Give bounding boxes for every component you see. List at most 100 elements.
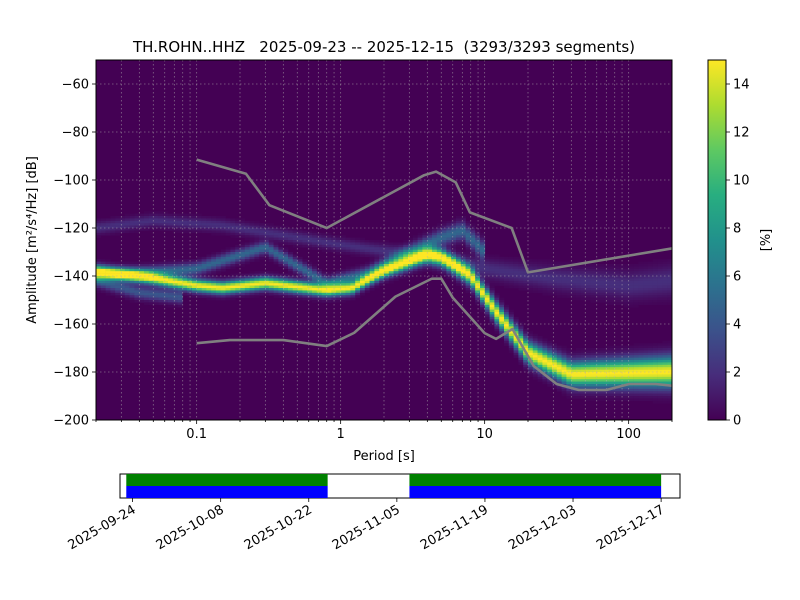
- heat-cell: [662, 264, 668, 267]
- heat-cell: [518, 345, 524, 349]
- heat-cell: [628, 285, 634, 289]
- heat-cell: [518, 350, 524, 354]
- heat-cell: [643, 271, 649, 274]
- heat-cell: [211, 288, 217, 291]
- heat-cell: [374, 252, 380, 255]
- heat-cell: [614, 273, 620, 277]
- heat-cell: [326, 283, 332, 286]
- heat-cell: [355, 249, 361, 253]
- heat-cell: [345, 252, 351, 255]
- heat-cell: [571, 271, 577, 274]
- heat-cell: [144, 295, 150, 298]
- heat-cell: [321, 242, 327, 246]
- heat-cell: [148, 278, 154, 282]
- heat-cell: [297, 264, 303, 267]
- heat-cell: [566, 271, 572, 274]
- heat-cell: [624, 367, 630, 370]
- heat-cell: [268, 232, 274, 236]
- heat-cell: [384, 271, 390, 274]
- heat-cell: [648, 393, 654, 397]
- y-tick-label: −160: [53, 318, 89, 333]
- heat-cell: [254, 230, 260, 234]
- heat-cell: [484, 307, 490, 310]
- heat-cell: [283, 252, 289, 255]
- heat-cell: [456, 264, 462, 267]
- heat-cell: [206, 285, 212, 289]
- heat-cell: [379, 268, 385, 272]
- heat-cell: [412, 271, 418, 274]
- heat-cell: [144, 290, 150, 294]
- heat-cell: [499, 300, 505, 303]
- heat-cell: [475, 242, 481, 246]
- heat-cell: [480, 256, 486, 260]
- heat-cell: [206, 230, 212, 234]
- heat-cell: [628, 348, 634, 351]
- heat-cell: [163, 268, 169, 272]
- heat-cell: [417, 268, 423, 272]
- heat-cell: [436, 252, 442, 255]
- heat-cell: [484, 288, 490, 291]
- heat-cell: [662, 367, 668, 370]
- heat-cell: [283, 256, 289, 260]
- heat-cell: [139, 290, 145, 294]
- heat-cell: [580, 364, 586, 368]
- heat-cell: [163, 292, 169, 296]
- heat-cell: [336, 268, 342, 272]
- heat-cell: [105, 223, 111, 226]
- heat-cell: [398, 256, 404, 260]
- heat-cell: [624, 362, 630, 366]
- heat-cell: [542, 290, 548, 294]
- heat-cell: [595, 372, 601, 375]
- heat-cell: [652, 379, 658, 382]
- heat-cell: [100, 276, 106, 279]
- heat-cell: [364, 271, 370, 274]
- heat-cell: [465, 271, 471, 274]
- heat-cell: [254, 292, 260, 296]
- heat-cell: [537, 336, 543, 339]
- heat-cell: [321, 292, 327, 296]
- heat-cell: [614, 300, 620, 303]
- heat-cell: [652, 278, 658, 282]
- heat-cell: [278, 259, 284, 262]
- heat-cell: [120, 223, 126, 226]
- heat-cell: [460, 271, 466, 274]
- heat-cell: [379, 264, 385, 267]
- heat-cell: [172, 273, 178, 277]
- timeline-segment-top: [409, 474, 662, 486]
- heat-cell: [624, 369, 630, 373]
- heat-cell: [470, 223, 476, 226]
- heat-cell: [355, 278, 361, 282]
- heat-cell: [129, 230, 135, 234]
- heat-cell: [350, 290, 356, 294]
- heat-cell: [595, 283, 601, 286]
- heat-cell: [225, 232, 231, 236]
- heat-cell: [307, 290, 313, 294]
- heat-cell: [254, 288, 260, 291]
- heat-cell: [288, 261, 294, 265]
- heat-cell: [480, 249, 486, 253]
- heat-cell: [470, 276, 476, 279]
- heat-cell: [403, 271, 409, 274]
- heat-cell: [230, 283, 236, 286]
- heat-cell: [388, 259, 394, 262]
- heat-cell: [177, 292, 183, 296]
- heat-cell: [211, 230, 217, 234]
- heat-cell: [561, 345, 567, 349]
- heat-cell: [657, 288, 663, 291]
- heat-cell: [206, 218, 212, 222]
- heat-cell: [427, 228, 433, 231]
- heat-cell: [580, 391, 586, 394]
- heat-cell: [196, 220, 202, 224]
- heat-cell: [192, 273, 198, 277]
- heat-cell: [518, 278, 524, 282]
- heat-cell: [470, 256, 476, 260]
- heat-cell: [240, 273, 246, 277]
- heat-cell: [432, 237, 438, 241]
- heat-cell: [580, 290, 586, 294]
- heat-cell: [259, 288, 265, 291]
- heat-cell: [288, 278, 294, 282]
- heat-cell: [590, 280, 596, 284]
- heat-cell: [494, 278, 500, 282]
- heat-cell: [595, 288, 601, 291]
- heat-cell: [249, 271, 255, 274]
